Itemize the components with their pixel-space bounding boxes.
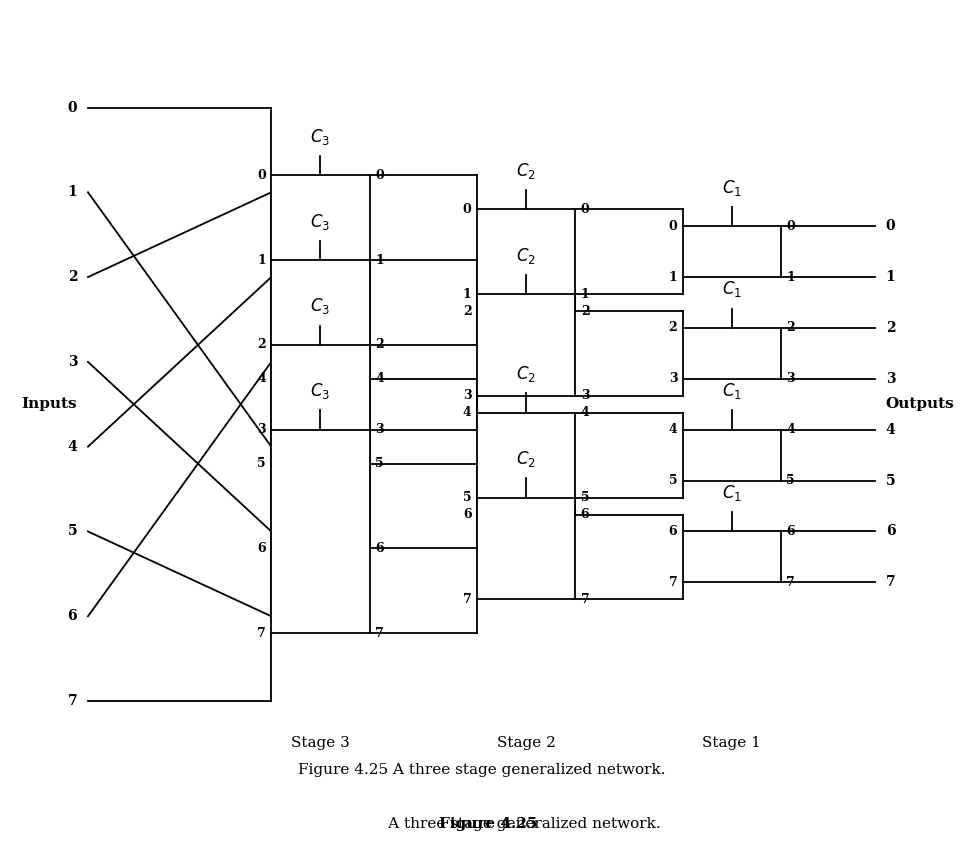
Text: 6: 6 [581,508,590,521]
Text: 0: 0 [581,203,590,216]
Text: 3: 3 [67,355,77,369]
Text: 0: 0 [257,169,265,182]
Text: 6: 6 [67,609,77,623]
Text: 3: 3 [885,372,895,386]
Text: 1: 1 [885,270,895,284]
Text: 2: 2 [787,321,795,335]
FancyBboxPatch shape [682,226,781,277]
Text: 7: 7 [375,626,384,640]
Text: 7: 7 [885,575,895,589]
Text: $C_3$: $C_3$ [310,212,331,232]
Text: 1: 1 [375,254,384,266]
Text: 4: 4 [581,406,590,419]
Text: 7: 7 [257,626,265,640]
Text: Figure 4.25 A three stage generalized network.: Figure 4.25 A three stage generalized ne… [298,764,666,777]
FancyBboxPatch shape [477,497,575,599]
Text: 3: 3 [787,373,795,385]
Text: 4: 4 [669,423,677,436]
Text: 4: 4 [67,440,77,454]
FancyBboxPatch shape [271,430,370,633]
Text: $C_2$: $C_2$ [516,449,536,469]
Text: 1: 1 [67,185,77,199]
Text: 0: 0 [885,219,895,234]
Text: 7: 7 [463,593,471,606]
Text: 5: 5 [669,474,677,487]
FancyBboxPatch shape [682,531,781,583]
Text: Stage 2: Stage 2 [497,737,555,750]
FancyBboxPatch shape [477,294,575,396]
Text: 3: 3 [669,373,677,385]
Text: 5: 5 [258,457,265,470]
Text: $C_3$: $C_3$ [310,381,331,401]
Text: 5: 5 [375,457,384,470]
Text: 2: 2 [67,270,77,284]
Text: $C_2$: $C_2$ [516,161,536,180]
FancyBboxPatch shape [477,209,575,311]
Text: 6: 6 [669,525,677,538]
Text: $C_3$: $C_3$ [310,297,331,316]
Text: Inputs: Inputs [21,397,77,411]
Text: 4: 4 [375,373,384,385]
Text: 4: 4 [885,422,895,437]
Text: 5: 5 [67,524,77,539]
Text: 2: 2 [463,304,471,318]
Text: 1: 1 [581,287,590,301]
Text: 7: 7 [581,593,590,606]
Text: $C_1$: $C_1$ [722,178,742,198]
Text: 5: 5 [581,491,590,504]
FancyBboxPatch shape [271,260,370,464]
Text: Stage 1: Stage 1 [703,737,761,750]
Text: Figure 4.25: Figure 4.25 [439,818,537,831]
Text: 6: 6 [375,542,384,555]
Text: $C_2$: $C_2$ [516,245,536,266]
Text: 5: 5 [463,491,471,504]
Text: 0: 0 [67,100,77,115]
Text: $C_2$: $C_2$ [516,364,536,384]
Text: 5: 5 [885,474,895,487]
FancyBboxPatch shape [271,345,370,549]
Text: 3: 3 [375,423,384,436]
Text: 0: 0 [787,220,795,233]
Text: Outputs: Outputs [885,397,955,411]
Text: 7: 7 [669,576,677,589]
Text: 4: 4 [257,373,265,385]
Text: 0: 0 [463,203,471,216]
Text: 2: 2 [581,304,590,318]
Text: 3: 3 [581,389,590,402]
FancyBboxPatch shape [682,328,781,379]
FancyBboxPatch shape [682,430,781,481]
Text: 1: 1 [787,271,795,283]
Text: 6: 6 [258,542,265,555]
Text: $C_1$: $C_1$ [722,279,742,299]
Text: 2: 2 [669,321,677,335]
Text: 6: 6 [463,508,471,521]
Text: 3: 3 [258,423,265,436]
Text: 2: 2 [257,338,265,352]
FancyBboxPatch shape [477,413,575,514]
Text: 6: 6 [787,525,795,538]
Text: 5: 5 [787,474,795,487]
Text: 7: 7 [67,694,77,708]
Text: A three stage generalized network.: A three stage generalized network. [315,818,661,831]
Text: 7: 7 [787,576,795,589]
Text: 1: 1 [257,254,265,266]
Text: 1: 1 [463,287,471,301]
Text: 4: 4 [787,423,795,436]
Text: $C_1$: $C_1$ [722,483,742,503]
Text: 4: 4 [463,406,471,419]
Text: Stage 3: Stage 3 [291,737,349,750]
Text: 2: 2 [375,338,384,352]
Text: 0: 0 [669,220,677,233]
Text: $C_3$: $C_3$ [310,126,331,147]
Text: 0: 0 [375,169,384,182]
FancyBboxPatch shape [271,175,370,379]
Text: 1: 1 [669,271,677,283]
Text: 2: 2 [885,321,895,335]
Text: $C_1$: $C_1$ [722,381,742,401]
Text: 6: 6 [885,524,895,539]
Text: 3: 3 [463,389,471,402]
